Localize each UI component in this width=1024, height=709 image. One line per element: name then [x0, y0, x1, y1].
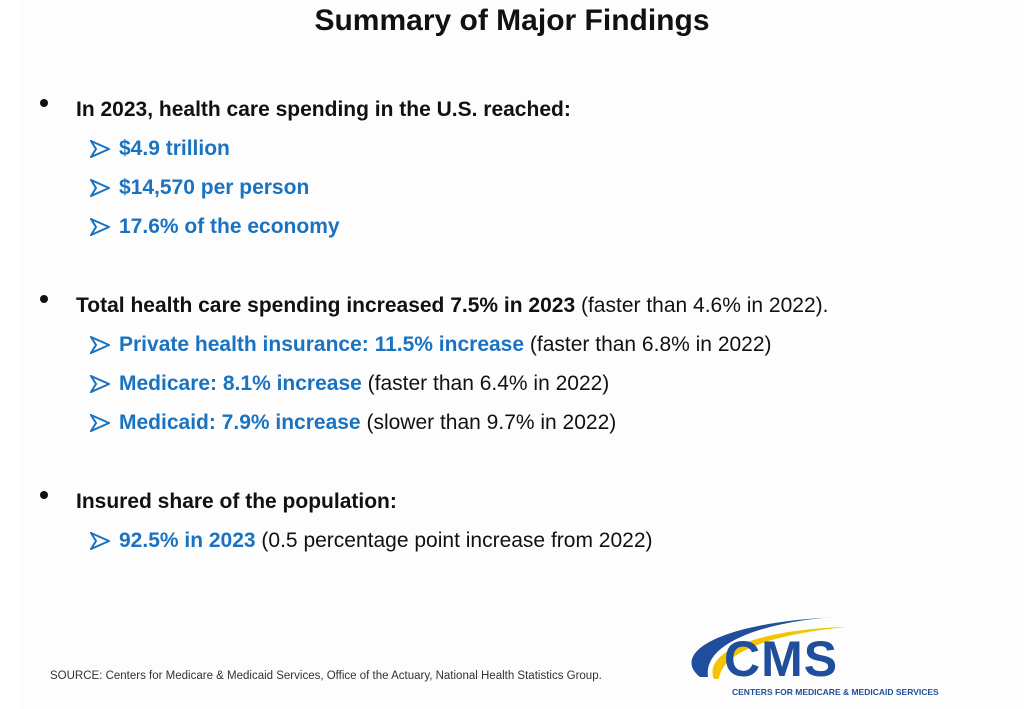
bullet-spending-growth: Total health care spending increased 7.5…	[40, 294, 828, 318]
sub-item-highlight: Medicaid: 7.9% increase	[119, 411, 361, 434]
logo-blue-swoosh-icon	[691, 617, 837, 677]
cms-logo: CMS CENTERS FOR MEDICARE & MEDICAID SERV…	[691, 617, 939, 697]
sub-item-highlight: 17.6% of the economy	[119, 215, 340, 238]
sub-item: Private health insurance: 11.5% increase…	[90, 333, 772, 357]
sub-item: $4.9 trillion	[90, 137, 230, 161]
sub-item-note: (0.5 percentage point increase from 2022…	[255, 529, 653, 552]
bullet-dot-icon	[40, 295, 48, 303]
arrow-bullet-icon	[90, 375, 110, 393]
sub-item-highlight: Private health insurance: 11.5% increase	[119, 333, 525, 356]
sub-item: $14,570 per person	[90, 176, 309, 200]
arrow-bullet-icon	[90, 218, 110, 236]
logo-full-name: CENTERS FOR MEDICARE & MEDICAID SERVICES	[732, 687, 939, 697]
logo-acronym: CMS	[724, 631, 838, 687]
arrow-bullet-icon	[90, 336, 110, 354]
arrow-bullet-icon	[90, 532, 110, 550]
bullet-heading-note: (faster than 4.6% in 2022).	[575, 294, 829, 317]
slide-title: Summary of Major Findings	[314, 4, 710, 37]
bullet-spending-total: In 2023, health care spending in the U.S…	[40, 98, 571, 122]
sub-item-note: (faster than 6.4% in 2022)	[361, 372, 610, 395]
bullet-heading: In 2023, health care spending in the U.S…	[76, 98, 571, 121]
bullet-dot-icon	[40, 99, 48, 107]
sub-item-note: (slower than 9.7% in 2022)	[360, 411, 617, 434]
source-note: SOURCE: Centers for Medicare & Medicaid …	[50, 670, 602, 682]
sub-item-highlight: Medicare: 8.1% increase	[119, 372, 362, 395]
bullet-dot-icon	[40, 491, 48, 499]
bullet-heading: Total health care spending increased 7.5…	[76, 294, 576, 317]
sub-item-highlight: 92.5% in 2023	[119, 529, 256, 552]
sub-item: 17.6% of the economy	[90, 215, 340, 239]
arrow-bullet-icon	[90, 179, 110, 197]
bullet-insured-share: Insured share of the population:	[40, 490, 397, 514]
sub-item: Medicaid: 7.9% increase (slower than 9.7…	[90, 411, 616, 435]
bullet-heading: Insured share of the population:	[76, 490, 397, 513]
sub-item-highlight: $14,570 per person	[119, 176, 310, 199]
logo-yellow-swoosh-icon	[712, 627, 847, 679]
sub-item: Medicare: 8.1% increase (faster than 6.4…	[90, 372, 609, 396]
arrow-bullet-icon	[90, 414, 110, 432]
sub-item-highlight: $4.9 trillion	[119, 137, 230, 160]
arrow-bullet-icon	[90, 140, 110, 158]
sub-item: 92.5% in 2023 (0.5 percentage point incr…	[90, 529, 653, 553]
sub-item-note: (faster than 6.8% in 2022)	[524, 333, 772, 356]
slide	[18, 0, 1024, 709]
